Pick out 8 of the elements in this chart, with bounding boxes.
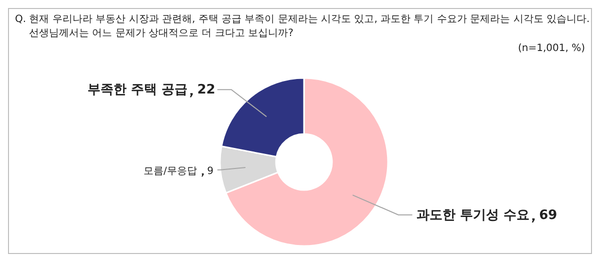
slice-label: 부족한 주택 공급 (88, 82, 188, 98)
slice-label: 과도한 투기성 수요 (416, 208, 530, 223)
chart-title: Q. 현재 우리나라 부동산 시장과 관련해, 주택 공급 부족이 문제라는 시각도 있고, 과도한 투기 수요가 문제라는 시각도 있습니다. 선생님께서는 어느 문제가 상대적으로 더 크다고 보십니까? (15, 13, 591, 41)
chart-subtitle: (n=1,001, %) (518, 43, 585, 54)
data-label: 22 (197, 82, 216, 98)
slice-label: 모름/무응답 (143, 166, 197, 177)
data-label: 9 (207, 166, 214, 177)
data-label: 69 (539, 208, 558, 223)
